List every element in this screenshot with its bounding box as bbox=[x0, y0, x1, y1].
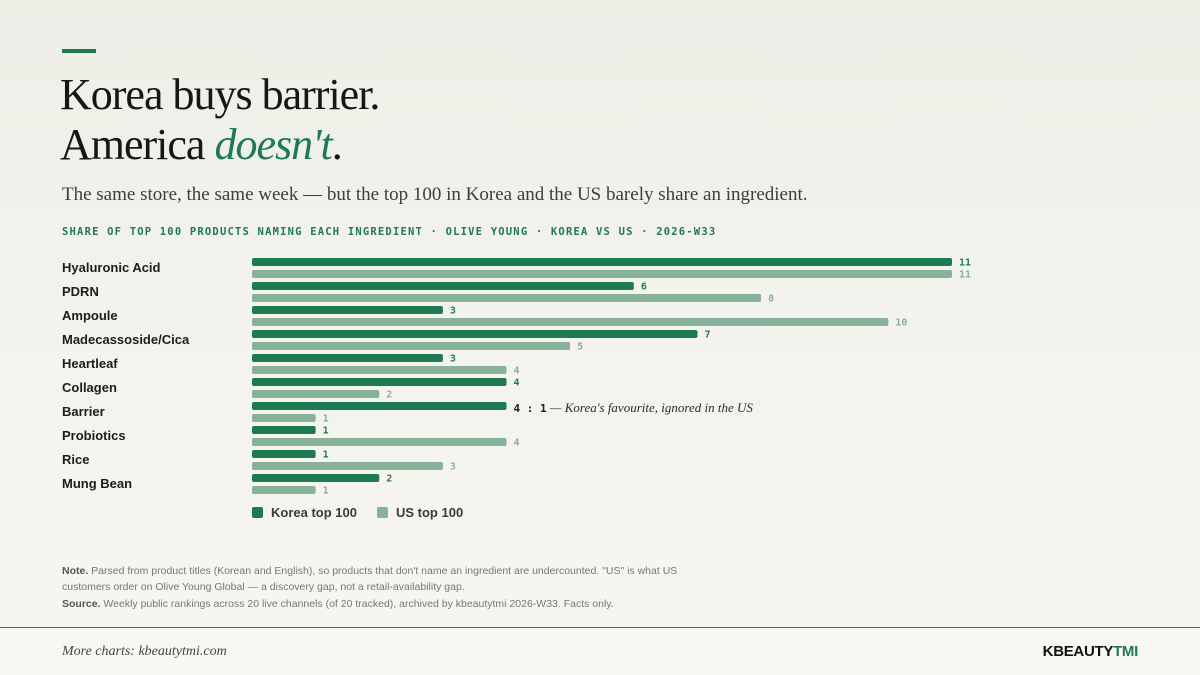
legend: Korea top 100 US top 100 bbox=[252, 505, 463, 520]
source-label: Source. bbox=[62, 598, 101, 610]
subtitle: The same store, the same week — but the … bbox=[62, 184, 808, 205]
value-label-us-heartleaf: 4 bbox=[514, 366, 520, 377]
value-label-us-barrier: 1 bbox=[323, 414, 329, 425]
accent-rule bbox=[62, 49, 96, 53]
chart-label: SHARE OF TOP 100 PRODUCTS NAMING EACH IN… bbox=[62, 226, 717, 238]
category-label-rice: Rice bbox=[62, 452, 89, 467]
annotation-text: — Korea's favourite, ignored in the US bbox=[547, 400, 754, 415]
value-label-korea-mung-bean: 2 bbox=[386, 474, 392, 485]
legend-label-korea: Korea top 100 bbox=[271, 505, 357, 520]
category-label-madecassoside-cica: Madecassoside/Cica bbox=[62, 332, 190, 347]
brand-accent: TMI bbox=[1113, 643, 1138, 660]
bar-us-madecassoside-cica bbox=[252, 342, 571, 350]
bar-korea-madecassoside-cica bbox=[252, 330, 698, 338]
annotation-ratio: 4 : 1 bbox=[514, 402, 547, 415]
value-label-us-hyaluronic-acid: 11 bbox=[959, 270, 971, 281]
value-label-korea-hyaluronic-acid: 11 bbox=[959, 258, 971, 269]
bar-korea-ampoule bbox=[252, 306, 443, 314]
note-label: Note. bbox=[62, 565, 89, 577]
category-label-probiotics: Probiotics bbox=[62, 428, 126, 443]
bar-korea-probiotics bbox=[252, 426, 316, 434]
more-charts-link[interactable]: More charts: kbeautytmi.com bbox=[62, 644, 227, 659]
notes: Note. Parsed from product titles (Korean… bbox=[62, 563, 682, 612]
value-label-korea-ampoule: 3 bbox=[450, 306, 456, 317]
bar-korea-barrier bbox=[252, 402, 507, 410]
headline-line-2: America doesn't. bbox=[60, 120, 379, 170]
headline-emphasis: doesn't bbox=[214, 120, 332, 169]
bar-korea-heartleaf bbox=[252, 354, 443, 362]
bar-us-rice bbox=[252, 462, 443, 470]
legend-swatch-korea bbox=[252, 507, 263, 518]
value-label-us-mung-bean: 1 bbox=[323, 486, 329, 497]
bar-us-probiotics bbox=[252, 438, 507, 446]
brand-main: KBEAUTY bbox=[1042, 643, 1114, 660]
bar-us-mung-bean bbox=[252, 486, 316, 494]
category-label-ampoule: Ampoule bbox=[62, 308, 118, 323]
value-label-us-rice: 3 bbox=[450, 462, 456, 473]
bar-us-ampoule bbox=[252, 318, 889, 326]
value-label-korea-heartleaf: 3 bbox=[450, 354, 456, 365]
value-label-us-collagen: 2 bbox=[386, 390, 392, 401]
value-label-us-madecassoside-cica: 5 bbox=[577, 342, 583, 353]
headline-line-2-suffix: . bbox=[331, 120, 343, 169]
bar-korea-collagen bbox=[252, 378, 507, 386]
barrier-annotation: 4 : 1 — Korea's favourite, ignored in th… bbox=[514, 400, 754, 415]
value-label-korea-madecassoside-cica: 7 bbox=[704, 330, 710, 341]
legend-swatch-us bbox=[376, 507, 388, 518]
bar-us-hyaluronic-acid bbox=[252, 270, 952, 278]
footer-rule bbox=[0, 627, 1200, 629]
value-label-korea-pdrn: 6 bbox=[641, 282, 647, 293]
headline-line-1: Korea buys barrier. bbox=[60, 70, 380, 119]
bar-us-heartleaf bbox=[252, 366, 507, 374]
value-label-korea-probiotics: 1 bbox=[323, 426, 329, 437]
legend-item-us: US top 100 bbox=[376, 505, 464, 520]
bar-korea-rice bbox=[252, 450, 316, 458]
bar-us-barrier bbox=[252, 414, 316, 422]
category-label-barrier: Barrier bbox=[62, 404, 105, 419]
value-label-korea-collagen: 4 bbox=[514, 378, 520, 389]
headline-line-2-prefix: America bbox=[60, 120, 215, 169]
headline: Korea buys barrier. America doesn't. bbox=[60, 70, 380, 170]
category-label-hyaluronic-acid: Hyaluronic Acid bbox=[62, 260, 161, 275]
category-label-heartleaf: Heartleaf bbox=[62, 356, 118, 371]
bar-korea-pdrn bbox=[252, 282, 634, 290]
category-label-mung-bean: Mung Bean bbox=[62, 476, 132, 491]
value-label-us-probiotics: 4 bbox=[514, 438, 520, 449]
source-paragraph: Source. Weekly public rankings across 20… bbox=[62, 596, 682, 612]
footer: More charts: kbeautytmi.com KBEAUTYTMI bbox=[0, 628, 1200, 675]
category-label-collagen: Collagen bbox=[62, 380, 117, 395]
category-label-pdrn: PDRN bbox=[62, 284, 99, 299]
value-label-us-ampoule: 10 bbox=[895, 318, 907, 329]
value-label-korea-rice: 1 bbox=[323, 450, 329, 461]
source-text: Weekly public rankings across 20 live ch… bbox=[100, 598, 614, 610]
note-text: Parsed from product titles (Korean and E… bbox=[62, 565, 678, 593]
value-label-us-pdrn: 8 bbox=[768, 294, 774, 305]
bar-us-pdrn bbox=[252, 294, 762, 302]
brand-logo: KBEAUTYTMI bbox=[1042, 643, 1139, 660]
bar-us-collagen bbox=[252, 390, 380, 398]
legend-label-us: US top 100 bbox=[395, 505, 464, 520]
bar-korea-hyaluronic-acid bbox=[252, 258, 952, 266]
bar-korea-mung-bean bbox=[252, 474, 380, 482]
note-paragraph: Note. Parsed from product titles (Korean… bbox=[62, 563, 682, 595]
legend-item-korea: Korea top 100 bbox=[252, 505, 357, 520]
